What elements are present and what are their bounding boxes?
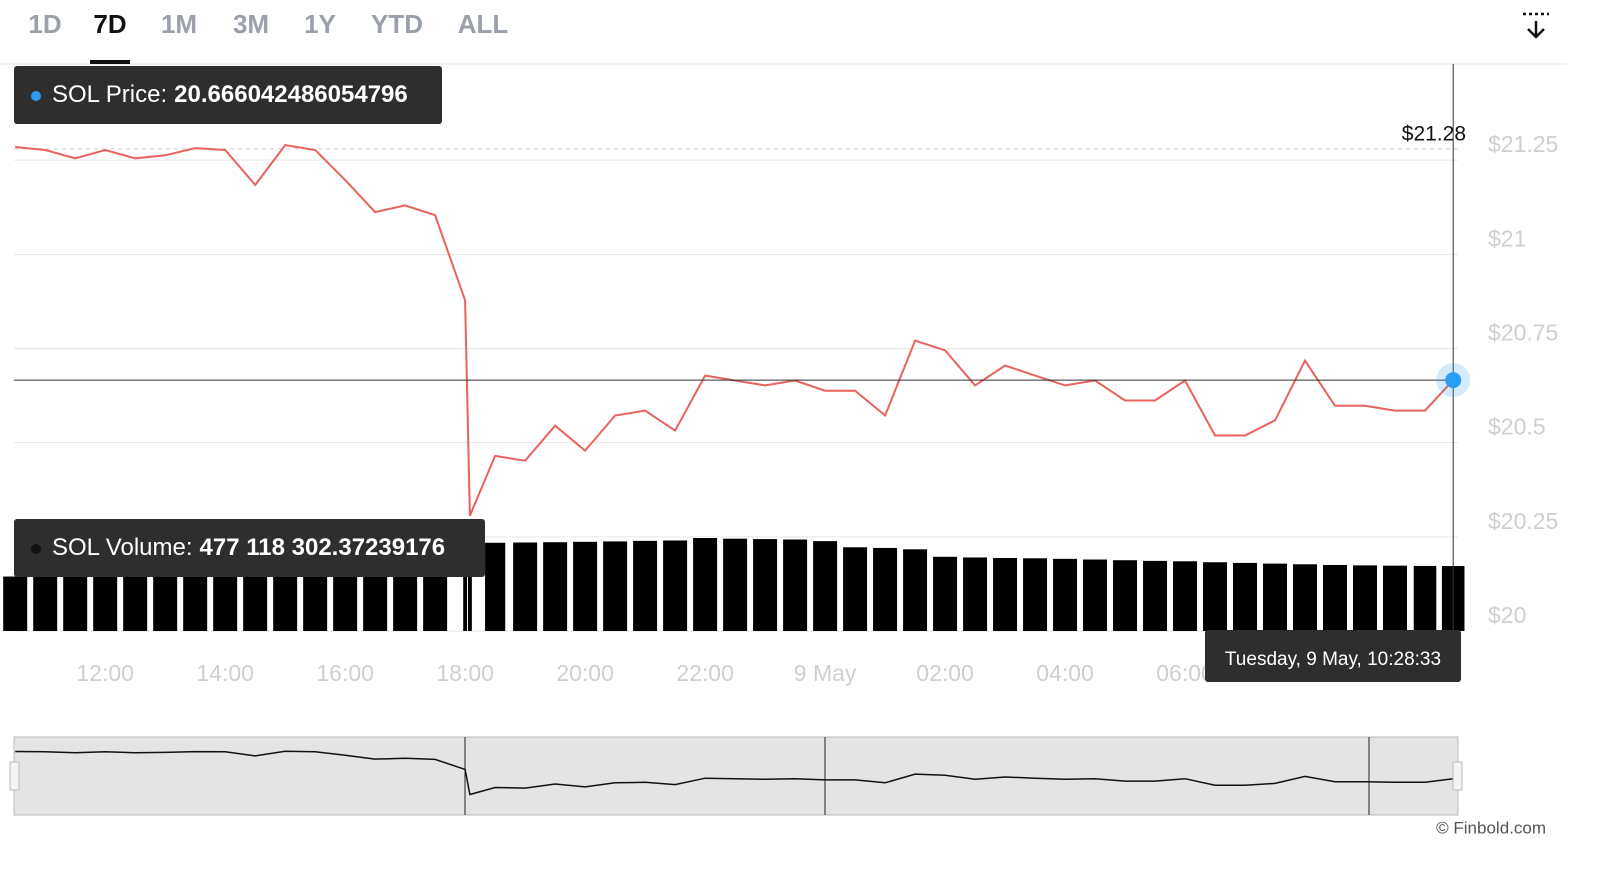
volume-bar (303, 575, 328, 631)
volume-tooltip-dot (31, 544, 41, 554)
x-tick-label: 16:00 (316, 660, 374, 686)
download-icon[interactable] (1523, 12, 1549, 39)
active-tab-underline (90, 60, 130, 64)
volume-bar (1083, 559, 1108, 631)
volume-tooltip-label: SOL Volume: (52, 534, 193, 561)
volume-tooltip-box (14, 519, 485, 577)
x-tick-label: 18:00 (436, 660, 494, 686)
volume-bar (423, 576, 448, 631)
volume-bar (363, 576, 388, 631)
volume-bar (873, 547, 898, 631)
y-tick-label: $20.75 (1488, 320, 1558, 346)
volume-bar (333, 575, 358, 631)
price-tooltip-box (14, 66, 442, 124)
volume-bar (1233, 562, 1258, 631)
volume-bar (153, 576, 178, 631)
x-tick-label: 04:00 (1036, 660, 1094, 686)
range-tab[interactable]: YTD (371, 9, 423, 39)
volume-bar (1323, 564, 1348, 631)
volume-bar (123, 576, 148, 631)
volume-bar (3, 576, 28, 631)
range-tab[interactable]: 1M (161, 9, 197, 39)
x-tick-label: 02:00 (916, 660, 974, 686)
volume-bar (1353, 565, 1378, 631)
volume-bar (393, 576, 418, 631)
y-tick-label: $20 (1488, 602, 1526, 628)
price-tooltip-label: SOL Price: (52, 81, 167, 108)
navigator-handle-left[interactable] (9, 761, 20, 791)
volume-bar (663, 540, 688, 631)
volume-tooltip-text: SOL Volume: 477 118 302.37239176 (52, 534, 445, 561)
volume-bar (1053, 558, 1078, 631)
range-tab[interactable]: ALL (458, 9, 509, 39)
x-tick-label: 06:00 (1156, 660, 1214, 686)
volume-bar (633, 540, 658, 631)
y-tick-label: $21.25 (1488, 131, 1558, 157)
time-tooltip-text: Tuesday, 9 May, 10:28:33 (1225, 649, 1441, 670)
volume-bar (1143, 560, 1168, 631)
volume-bar (1113, 560, 1138, 631)
volume-bar (1293, 564, 1318, 631)
range-tab[interactable]: 3M (233, 9, 269, 39)
volume-bar (783, 539, 808, 631)
volume-bar (273, 576, 298, 631)
volume-bar (993, 558, 1018, 631)
range-tab[interactable]: 1Y (304, 9, 336, 39)
x-tick-label: 12:00 (76, 660, 134, 686)
volume-bar (1383, 565, 1408, 631)
price-line (15, 144, 1454, 517)
volume-bar (1263, 563, 1288, 631)
volume-bar (543, 542, 568, 631)
volume-bar (1023, 558, 1048, 631)
volume-bar (933, 556, 958, 631)
range-tab[interactable]: 7D (93, 9, 126, 39)
volume-bar (573, 541, 598, 631)
high-line-label: $21.28 (1402, 122, 1466, 145)
volume-bar (243, 576, 268, 631)
x-tick-label: 14:00 (196, 660, 254, 686)
volume-bar (63, 576, 88, 631)
volume-bar (753, 539, 778, 631)
navigator-line (15, 750, 1454, 796)
volume-bar (183, 575, 208, 631)
volume-bar (723, 538, 748, 631)
price-tooltip-text: SOL Price: 20.666042486054796 (52, 81, 408, 108)
y-tick-label: $20.25 (1488, 508, 1558, 534)
volume-bar (463, 543, 468, 631)
volume-bar (93, 575, 118, 631)
y-tick-label: $20.5 (1488, 414, 1546, 440)
volume-bar (603, 541, 628, 631)
x-tick-label: 20:00 (556, 660, 614, 686)
volume-bar (468, 543, 472, 631)
navigator-handle-right[interactable] (1452, 761, 1463, 791)
price-tooltip-value: 20.666042486054796 (174, 81, 408, 108)
volume-bars (3, 538, 1465, 631)
x-tick-label: 9 May (794, 660, 857, 686)
volume-bar (1203, 562, 1228, 631)
volume-bar (693, 538, 718, 631)
volume-bar (813, 541, 838, 631)
volume-tooltip-value: 477 118 302.37239176 (200, 534, 446, 561)
time-tooltip-box (1205, 630, 1461, 682)
credit: © Finbold.com (1436, 818, 1546, 837)
volume-bar (213, 575, 238, 631)
volume-bar (485, 542, 506, 631)
range-tab[interactable]: 1D (28, 9, 61, 39)
download-arrow (1527, 28, 1545, 39)
volume-bar (33, 575, 58, 631)
volume-bar (1173, 561, 1198, 631)
volume-bar (1413, 565, 1437, 631)
navigator-bg (13, 736, 1459, 816)
volume-bar (843, 547, 868, 631)
price-tooltip-dot (31, 91, 41, 101)
volume-bar (903, 549, 928, 631)
x-tick-label: 22:00 (676, 660, 734, 686)
volume-bar (963, 557, 988, 631)
volume-bar (513, 542, 538, 631)
y-tick-label: $21 (1488, 225, 1526, 251)
hover-point (1445, 372, 1462, 389)
